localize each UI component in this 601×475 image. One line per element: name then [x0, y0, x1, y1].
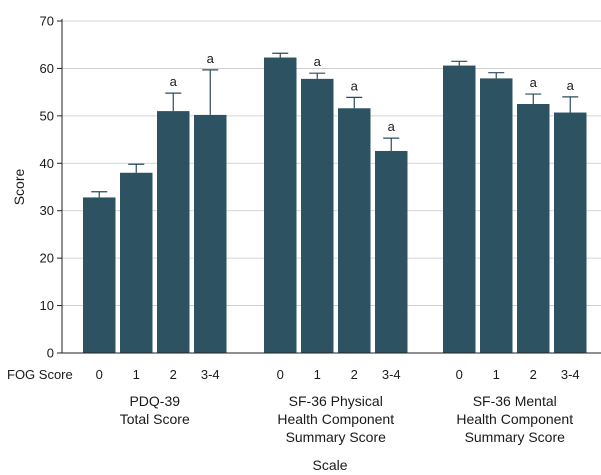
significance-label: a — [567, 78, 575, 93]
bar — [264, 57, 297, 354]
bar — [194, 114, 227, 353]
x-axis-title: Scale — [312, 457, 347, 473]
bar — [301, 78, 334, 353]
x-tick-label: 0 — [96, 367, 103, 382]
y-tick-label: 70 — [40, 14, 54, 29]
x-tick-label: 2 — [530, 367, 537, 382]
x-tick-label: 0 — [456, 367, 463, 382]
bar — [83, 197, 116, 353]
significance-labels: a a a a a a a — [170, 51, 575, 134]
bar — [375, 150, 408, 353]
bars — [83, 57, 587, 354]
fog-score-label: FOG Score — [7, 367, 73, 382]
x-tick-label: 3-4 — [201, 367, 220, 382]
significance-label: a — [351, 78, 359, 93]
y-tick-label: 20 — [40, 251, 54, 266]
x-tick-label: 2 — [170, 367, 177, 382]
group-label: Summary Score — [286, 429, 387, 445]
bar — [443, 65, 476, 353]
y-tick-label: 40 — [40, 156, 54, 171]
group-label: Summary Score — [465, 429, 566, 445]
significance-label: a — [170, 74, 178, 89]
group-label: Total Score — [120, 411, 190, 427]
x-tick-label: 1 — [133, 367, 140, 382]
x-tick-label: 2 — [351, 367, 358, 382]
significance-label: a — [207, 51, 215, 66]
x-tick-label: 0 — [277, 367, 284, 382]
group-label: SF-36 Mental — [473, 393, 557, 409]
significance-label: a — [314, 54, 322, 69]
bar — [157, 111, 190, 353]
bar — [338, 108, 371, 353]
x-tick-label: 3-4 — [561, 367, 580, 382]
group-label: Health Component — [277, 411, 394, 427]
error-bars — [91, 52, 579, 198]
bar — [120, 172, 153, 353]
bar — [480, 78, 513, 353]
group-label: PDQ-39 — [129, 393, 180, 409]
group-label: Health Component — [456, 411, 573, 427]
y-tick-label: 30 — [40, 203, 54, 218]
axes: 0 10 20 30 40 50 60 70 — [40, 14, 601, 361]
y-tick-label: 60 — [40, 61, 54, 76]
x-tick-label: 1 — [493, 367, 500, 382]
axis-labels: Score FOG Score 0 1 2 3-4 PDQ-39 Total Score 0 1 2… — [7, 169, 580, 473]
significance-label: a — [388, 119, 396, 134]
x-tick-label: 1 — [314, 367, 321, 382]
y-tick-label: 10 — [40, 298, 54, 313]
y-axis-title: Score — [11, 169, 27, 206]
x-tick-label: 3-4 — [382, 367, 401, 382]
bar — [517, 104, 550, 353]
y-tick-label: 0 — [47, 346, 54, 361]
group-label: SF-36 Physical — [289, 393, 383, 409]
bar — [554, 112, 587, 353]
significance-label: a — [530, 75, 538, 90]
y-tick-label: 50 — [40, 108, 54, 123]
